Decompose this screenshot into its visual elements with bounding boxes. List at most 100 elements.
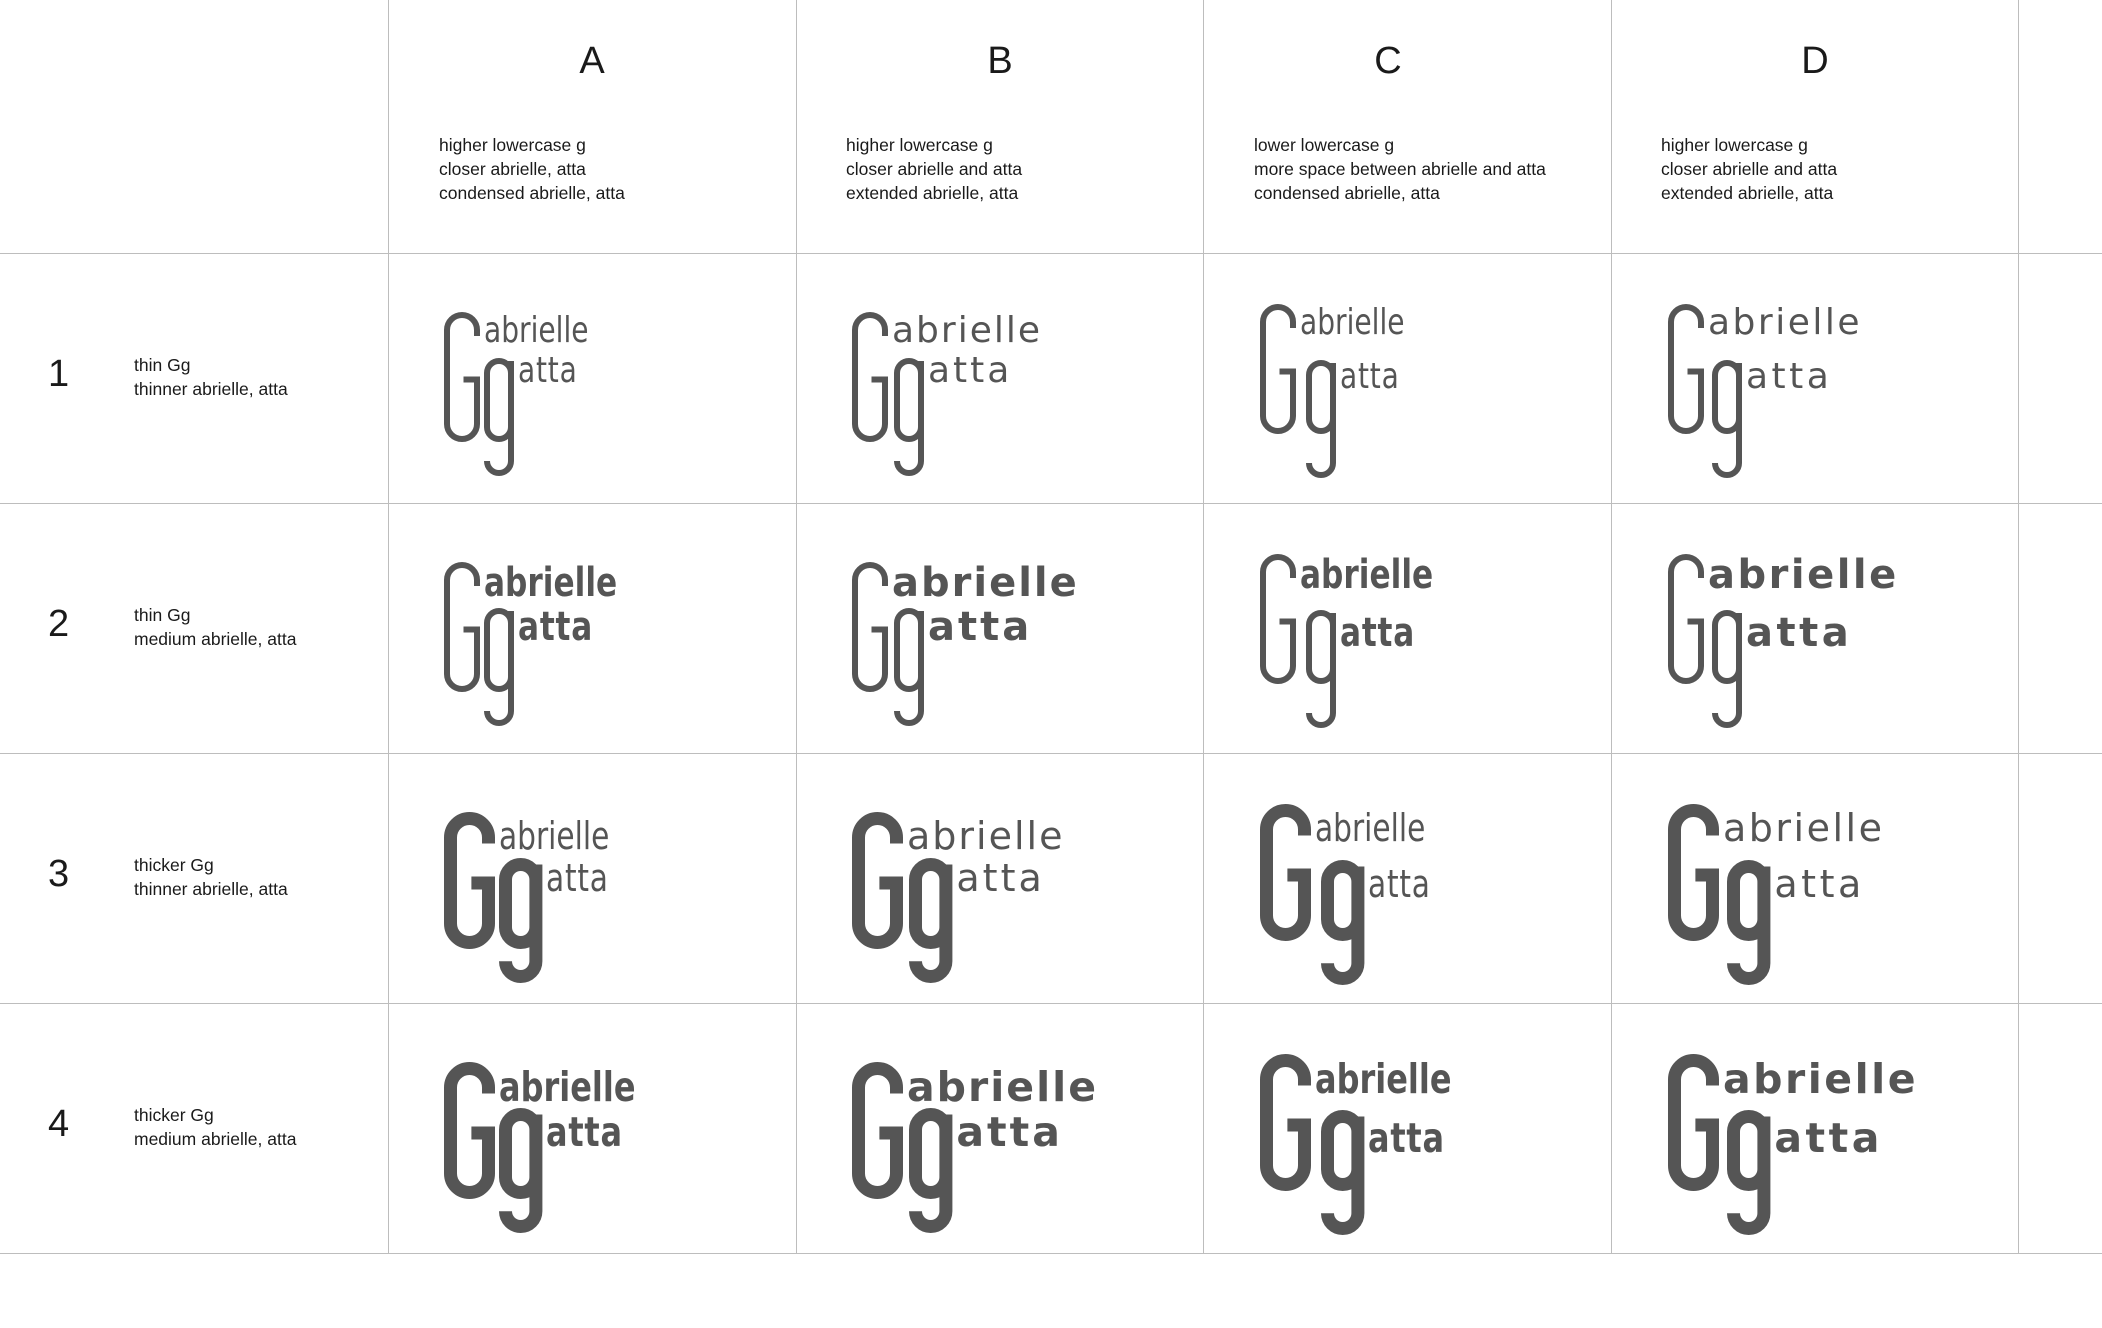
logo-variant-a3: abrielle atta [443,810,743,1010]
gg-monogram-icon [1668,554,1742,728]
grid-line-vertical [388,0,389,1254]
logo-text-atta: atta [928,350,1013,391]
logo-variant-c2: abrielle atta [1259,552,1559,752]
column-note: lower lowercase g [1254,135,1395,155]
capital-g-icon [1260,1054,1311,1191]
row-notes-2: thin Gg medium abrielle, atta [134,603,384,651]
logo-variant-c3: abrielle atta [1259,802,1559,1002]
row-note: thinner abrielle, atta [134,879,288,899]
logo-text-atta: atta [956,1107,1063,1156]
column-note: extended abrielle, atta [1661,183,1834,203]
lowercase-g-icon [894,608,924,726]
column-note: condensed abrielle, atta [439,183,625,203]
logo-variant-a4: abrielle atta [443,1060,743,1260]
row-number-3: 3 [48,853,70,895]
capital-g-icon [852,562,888,692]
logo-text-abrielle: abrielle [484,310,589,351]
capital-g-icon [1668,1054,1719,1191]
row-note: thinner abrielle, atta [134,379,288,399]
row-note: thicker Gg [134,855,214,875]
capital-g-icon [852,1062,903,1199]
column-notes-d: higher lowercase g closer abrielle and a… [1661,133,2001,205]
logo-text-abrielle: abrielle [1723,1054,1919,1103]
column-notes-a: higher lowercase g closer abrielle, atta… [439,133,779,205]
lowercase-g-icon [1712,610,1742,728]
capital-g-icon [1260,804,1311,941]
logo-text-abrielle: abrielle [1723,805,1885,850]
logo-text-abrielle: abrielle [892,560,1079,606]
row-number-2: 2 [48,603,70,645]
logo-text-atta: atta [1774,861,1865,906]
logo-text-atta: atta [1340,610,1416,656]
column-letter-a: A [579,40,606,82]
gg-monogram-icon [852,312,924,476]
row-notes-1: thin Gg thinner abrielle, atta [134,353,384,401]
column-note: extended abrielle, atta [846,183,1019,203]
logo-text-abrielle: abrielle [892,310,1043,351]
logo-text-atta: atta [1746,610,1853,656]
logo-text-abrielle: abrielle [907,813,1065,858]
lowercase-g-icon [499,1108,543,1233]
row-notes-4: thicker Gg medium abrielle, atta [134,1103,384,1151]
logo-text-abrielle: abrielle [484,560,618,606]
logo-text-abrielle: abrielle [1300,552,1434,598]
logo-variant-d2: abrielle atta [1667,552,1967,752]
gg-monogram-icon [444,812,543,983]
column-note: closer abrielle and atta [846,159,1023,179]
logo-text-abrielle: abrielle [499,813,610,858]
lowercase-g-icon [1727,860,1771,985]
grid-line-horizontal [0,253,2102,254]
lowercase-g-icon [1727,1110,1771,1235]
gg-monogram-icon [852,812,953,983]
gg-monogram-icon [1260,804,1365,985]
lowercase-g-icon [894,358,924,476]
lowercase-g-icon [909,1108,953,1233]
gg-monogram-icon [1260,304,1336,478]
logo-text-atta: atta [1368,861,1432,906]
column-letter-b: B [987,40,1014,82]
lowercase-g-icon [909,858,953,983]
gg-monogram-icon [444,562,514,726]
logo-variant-b4: abrielle atta [851,1060,1151,1260]
lowercase-g-icon [1321,1110,1365,1235]
logo-text-atta: atta [518,604,594,650]
logo-text-abrielle: abrielle [907,1062,1099,1111]
column-note: more space between abrielle and atta [1254,159,1546,179]
logo-variant-c4: abrielle atta [1259,1052,1559,1252]
logo-variant-b3: abrielle atta [851,810,1151,1010]
capital-g-icon [444,562,480,692]
logo-text-atta: atta [956,855,1045,900]
capital-g-icon [1668,554,1704,684]
gg-monogram-icon [444,1062,543,1233]
grid-line-horizontal [0,1253,2102,1254]
capital-g-icon [1668,304,1704,434]
column-notes-c: lower lowercase g more space between abr… [1254,133,1594,205]
lowercase-g-icon [1306,610,1336,728]
logo-variant-b1: abrielle atta [851,310,1151,510]
column-note: higher lowercase g [1661,135,1808,155]
logo-text-atta: atta [518,350,578,391]
grid-line-vertical [1611,0,1612,1254]
grid-line-vertical [2018,0,2019,1254]
capital-g-icon [1260,304,1296,434]
row-number-4: 4 [48,1103,70,1145]
capital-g-icon [444,312,480,442]
logo-text-atta: atta [1774,1113,1883,1162]
logo-variant-c1: abrielle atta [1259,302,1559,502]
logo-text-atta: atta [928,604,1033,650]
row-number-1: 1 [48,353,70,395]
gg-monogram-icon [1668,304,1742,478]
grid-line-vertical [796,0,797,1254]
column-letter-c: C [1374,40,1403,82]
gg-monogram-icon [1260,554,1336,728]
capital-g-icon [444,1062,495,1199]
logo-text-abrielle: abrielle [1708,552,1899,598]
row-note: thin Gg [134,355,191,375]
logo-variant-d1: abrielle atta [1667,302,1967,502]
row-notes-3: thicker Gg thinner abrielle, atta [134,853,384,901]
lowercase-g-icon [499,858,543,983]
grid-line-vertical [1203,0,1204,1254]
logo-variant-a2: abrielle atta [443,560,743,760]
logo-text-abrielle: abrielle [1300,302,1405,343]
